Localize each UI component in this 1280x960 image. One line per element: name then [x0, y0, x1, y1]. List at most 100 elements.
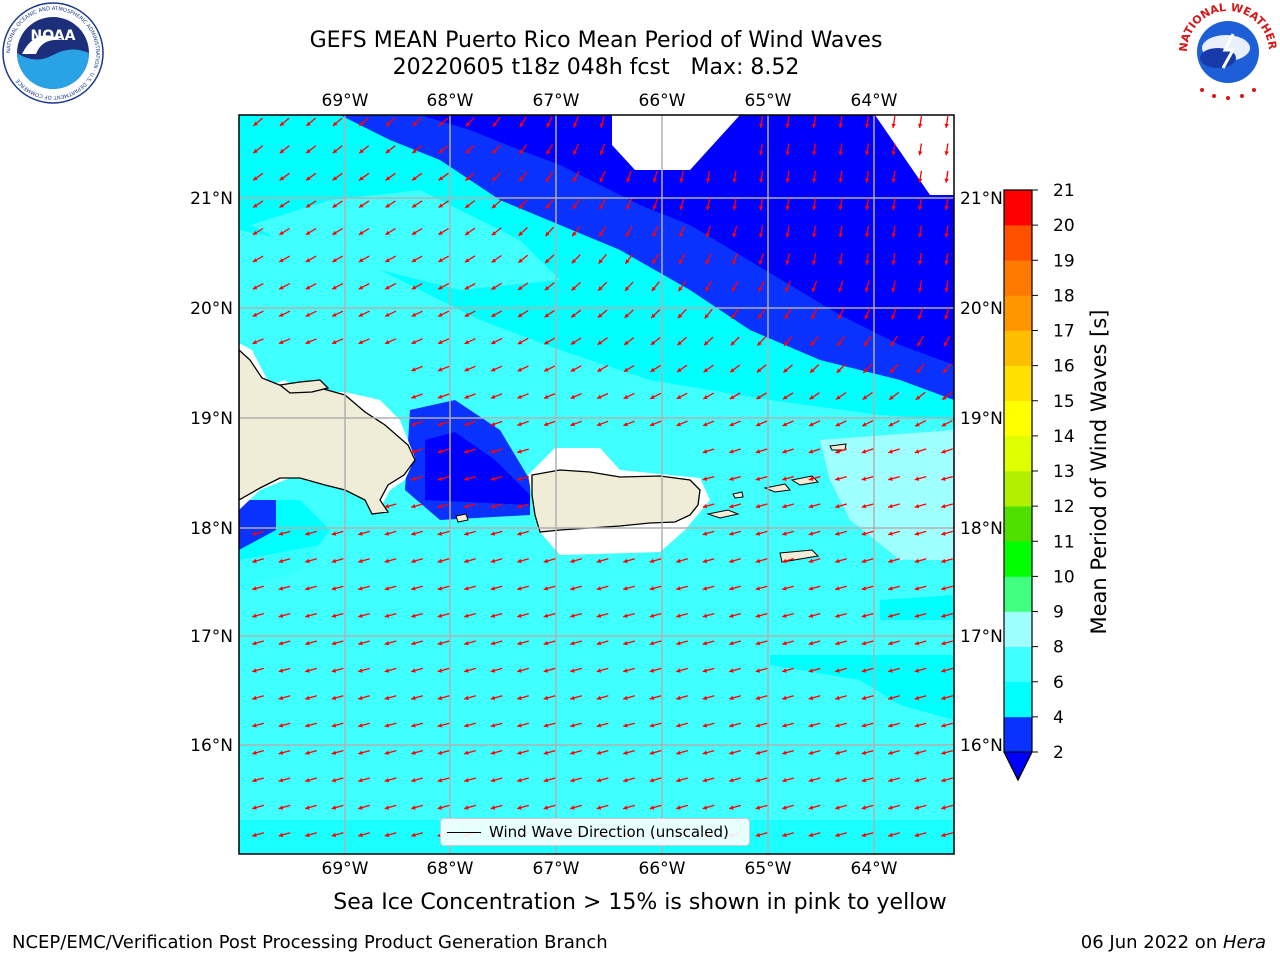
wave-direction-arrowhead: [358, 312, 364, 317]
wave-direction-arrowhead: [490, 504, 496, 509]
wave-direction-arrowhead: [384, 778, 390, 783]
wave-direction-arrowhead: [888, 695, 893, 701]
wave-direction-arrowhead: [332, 203, 338, 208]
wave-direction-arrowhead: [864, 341, 869, 347]
wave-direction-arrowhead: [838, 205, 843, 211]
wave-direction-arrowhead: [914, 668, 920, 673]
wave-direction-arrowhead: [464, 340, 470, 344]
lon-label-top: 64°W: [851, 91, 898, 111]
wave-direction-arrowhead: [543, 586, 549, 591]
wave-direction-arrowhead: [278, 558, 284, 564]
wave-direction-arrowhead: [411, 449, 416, 454]
wave-direction-arrowhead: [411, 504, 416, 509]
wave-direction-arrowhead: [865, 178, 870, 183]
wave-direction-arrowhead: [384, 805, 390, 810]
wave-direction-arrowhead: [491, 312, 496, 317]
wave-direction-arrowhead: [652, 205, 657, 210]
footer-host: Hera: [1222, 932, 1266, 953]
wave-direction-arrowhead: [944, 288, 949, 293]
wave-direction-arrowhead: [517, 394, 522, 399]
wave-direction-arrowhead: [759, 151, 764, 156]
wave-direction-arrowhead: [279, 285, 284, 290]
lat-label-left: 21°N: [190, 189, 233, 209]
wave-direction-arrowhead: [517, 449, 522, 454]
wave-direction-arrowhead: [888, 723, 893, 728]
wave-direction-arrowhead: [385, 312, 390, 317]
wave-direction-arrowhead: [649, 613, 655, 618]
wave-direction-arrowhead: [490, 394, 496, 399]
lat-label-right: 17°N: [960, 627, 1003, 647]
wave-direction-arrowhead: [944, 342, 948, 347]
wave-direction-arrowhead: [702, 586, 708, 591]
wave-direction-arrowhead: [596, 750, 602, 755]
wave-direction-arrowhead: [862, 422, 867, 427]
wave-direction-arrowhead: [811, 287, 816, 292]
wave-direction-arrowhead: [411, 586, 416, 591]
colorbar-tick-label: 15: [1053, 392, 1075, 412]
wave-direction-arrowhead: [861, 832, 867, 838]
wave-direction-arrowhead: [518, 285, 523, 290]
wave-direction-arrowhead: [305, 230, 311, 235]
wave-direction-arrowhead: [755, 723, 761, 728]
wave-direction-arrowhead: [888, 504, 893, 509]
wave-direction-arrowhead: [412, 176, 417, 181]
wave-direction-arrowhead: [679, 259, 683, 265]
wave-direction-arrowhead: [490, 586, 496, 591]
wave-direction-arrowhead: [570, 422, 575, 427]
wave-direction-arrowhead: [729, 586, 734, 591]
wave-direction-arrowhead: [917, 341, 922, 347]
wave-direction-arrowhead: [306, 203, 311, 208]
wave-direction-arrowhead: [941, 531, 946, 536]
wave-direction-arrowhead: [650, 367, 655, 372]
wave-direction-arrowhead: [914, 832, 920, 838]
wave-direction-arrowhead: [755, 449, 761, 454]
wave-direction-arrowhead: [861, 558, 867, 564]
wave-direction-arrowhead: [914, 449, 920, 454]
wave-direction-arrowhead: [517, 340, 523, 345]
wave-direction-arrowhead: [384, 504, 390, 509]
wave-direction-arrowhead: [941, 449, 946, 454]
wave-direction-arrowhead: [676, 668, 681, 673]
wave-direction-arrowhead: [678, 286, 683, 292]
wave-direction-arrowhead: [411, 312, 417, 317]
wave-direction-arrowhead: [941, 422, 947, 427]
wave-direction-arrowhead: [649, 805, 655, 810]
wave-direction-arrowhead: [732, 260, 737, 265]
wave-direction-arrowhead: [941, 558, 946, 564]
wave-direction-arrowhead: [808, 641, 814, 646]
wave-direction-arrowhead: [491, 340, 496, 345]
wave-direction-arrowhead: [679, 232, 684, 238]
lat-label-left: 16°N: [190, 736, 233, 756]
wave-direction-arrowhead: [517, 422, 522, 427]
wave-direction-arrowhead: [888, 449, 893, 454]
wave-direction-arrowhead: [918, 233, 923, 238]
wave-direction-arrowhead: [385, 340, 390, 344]
wave-direction-arrowhead: [702, 504, 708, 509]
wave-direction-arrowhead: [915, 395, 921, 400]
wave-direction-arrowhead: [784, 341, 789, 346]
wave-direction-arrowhead: [464, 312, 470, 317]
lon-label-bottom: 69°W: [322, 859, 369, 879]
colorbar-tick-label: 21: [1053, 181, 1075, 201]
lon-label-bottom: 66°W: [639, 859, 686, 879]
wave-direction-arrowhead: [835, 805, 840, 810]
wave-direction-arrowhead: [543, 723, 549, 728]
wave-direction-arrowhead: [782, 531, 787, 536]
wave-direction-arrowhead: [759, 123, 764, 128]
wave-direction-arrowhead: [835, 641, 840, 646]
lon-label-top: 65°W: [745, 91, 792, 111]
wave-direction-arrowhead: [464, 613, 469, 618]
wave-direction-arrowhead: [464, 778, 469, 783]
wave-direction-arrowhead: [358, 586, 363, 591]
wave-direction-arrowhead: [411, 476, 416, 481]
wave-direction-arrowhead: [358, 230, 364, 235]
wave-direction-arrowhead: [811, 260, 817, 265]
wave-direction-arrowhead: [703, 395, 708, 399]
wave-direction-arrowhead: [546, 150, 551, 155]
wave-direction-arrowhead: [944, 151, 949, 156]
wave-direction-arrowhead: [517, 313, 523, 317]
missing-data-top-right: [875, 115, 954, 195]
wave-direction-arrowhead: [490, 750, 496, 755]
wave-direction-arrowhead: [464, 258, 470, 263]
wave-direction-arrowhead: [649, 778, 655, 783]
